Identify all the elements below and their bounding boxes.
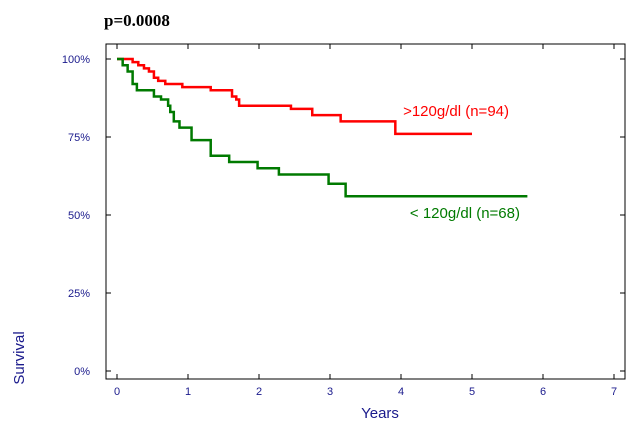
x-tick-label: 1 xyxy=(185,386,191,398)
x-tick-label: 6 xyxy=(540,386,546,398)
y-tick-label: 100% xyxy=(62,54,90,66)
y-axis-title: Survival xyxy=(11,331,28,384)
x-tick-label: 5 xyxy=(469,386,475,398)
series-label-low: < 120g/dl (n=68) xyxy=(410,205,520,222)
x-tick-label: 7 xyxy=(611,386,617,398)
axis-ticks: 0 1 2 3 4 5 6 7 0% 25% 50% 75% 100% xyxy=(62,44,625,398)
plot-frame xyxy=(105,43,626,380)
y-tick-label: 25% xyxy=(68,288,90,300)
x-tick-label: 4 xyxy=(398,386,404,398)
series-lines xyxy=(117,57,528,198)
y-tick-label: 0% xyxy=(74,366,90,378)
y-tick-label: 50% xyxy=(68,210,90,222)
series-line-0 xyxy=(117,57,472,136)
x-axis-title: Years xyxy=(361,405,399,422)
x-tick-label: 3 xyxy=(327,386,333,398)
x-tick-label: 0 xyxy=(114,386,120,398)
chart-title: p=0.0008 xyxy=(104,11,170,30)
series-line-1 xyxy=(117,57,528,198)
x-tick-label: 2 xyxy=(256,386,262,398)
y-tick-label: 75% xyxy=(68,132,90,144)
series-label-high: >120g/dl (n=94) xyxy=(403,103,509,120)
